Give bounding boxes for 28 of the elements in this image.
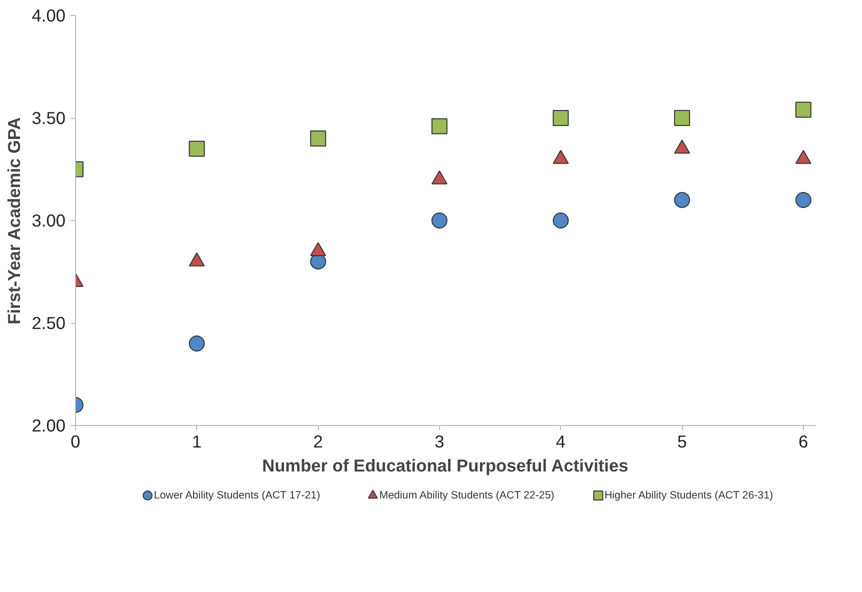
x-tick-label: 0 [70, 432, 80, 452]
legend-label: Lower Ability Students (ACT 17-21) [154, 490, 320, 502]
point [795, 102, 812, 118]
x-tick-label: 2 [313, 432, 323, 452]
point [795, 192, 812, 208]
y-axis-title: First-Year Academic GPA [4, 116, 24, 324]
legend-label: Higher Ability Students (ACT 26-31) [604, 490, 774, 502]
x-tick-label: 4 [556, 432, 566, 452]
y-tick-label: 2.00 [32, 416, 66, 436]
point [674, 110, 690, 126]
y-tick-label: 3.00 [32, 210, 66, 230]
x-tick-label: 1 [192, 432, 202, 452]
point [310, 130, 326, 146]
point [431, 118, 448, 134]
y-tick-label: 3.50 [32, 108, 66, 128]
x-tick-label: 5 [677, 432, 687, 452]
x-tick-label: 6 [798, 432, 808, 452]
point [188, 140, 205, 157]
x-axis-title: Number of Educational Purposeful Activities [262, 456, 628, 476]
y-tick-label: 4.00 [32, 6, 66, 26]
point [188, 336, 205, 352]
legend-label: Medium Ability Students (ACT 22-25) [379, 490, 554, 502]
x-tick-label: 3 [434, 432, 444, 452]
point [552, 110, 569, 126]
point [674, 192, 690, 208]
y-tick-label: 2.50 [32, 313, 66, 333]
point [552, 212, 569, 228]
point [431, 212, 448, 228]
